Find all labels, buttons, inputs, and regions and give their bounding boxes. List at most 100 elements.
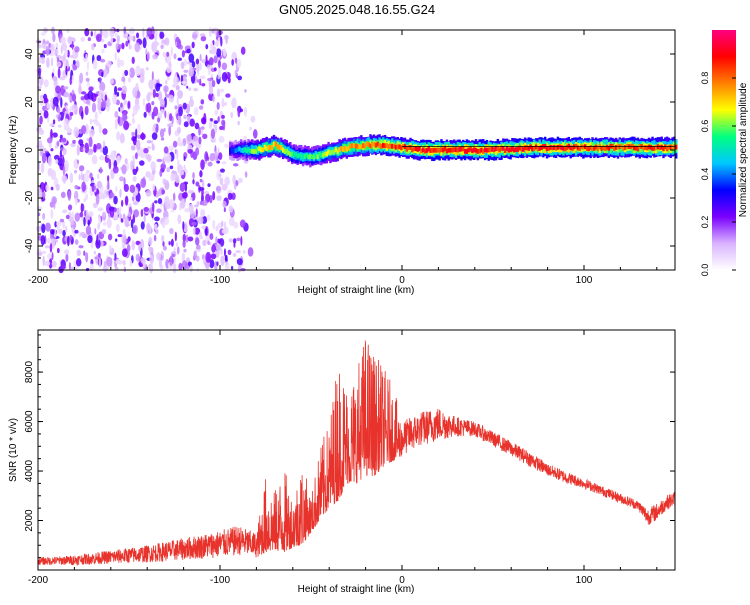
spectrogram-noise-cell — [156, 208, 162, 214]
spectrogram-noise-cell — [146, 27, 153, 38]
spectrogram-noise-cell — [52, 132, 58, 138]
spectrogram-noise-cell — [224, 101, 227, 106]
spectrogram-noise-cell — [68, 128, 73, 133]
spectrogram-noise-cell — [80, 36, 86, 42]
spectrogram-ridge-cell — [312, 154, 316, 160]
spectrogram-noise-cell — [99, 155, 105, 161]
spectrogram-noise-cell — [98, 89, 104, 100]
spectrogram-noise-cell — [136, 123, 141, 134]
spectrogram-noise-cell — [239, 219, 246, 228]
spectrogram-noise-cell — [195, 147, 200, 156]
spectrogram-ridge-cell — [360, 144, 363, 150]
spectrogram-noise-cell — [127, 211, 131, 218]
spectrogram-noise-cell — [48, 43, 51, 48]
spectrogram-noise-cell — [132, 224, 138, 235]
spectrogram-noise-cell — [123, 183, 129, 193]
spectrogram-noise-cell — [216, 160, 221, 164]
spectrogram-noise-cell — [158, 91, 163, 102]
spectrogram-noise-cell — [56, 221, 62, 227]
spectrogram-noise-cell — [115, 223, 120, 233]
spectrogram-noise-cell — [87, 37, 92, 42]
spectrogram-ridge-cell — [387, 144, 390, 149]
spectrogram-ridge-cell — [472, 147, 476, 153]
spectrogram-noise-cell — [74, 229, 79, 234]
spectrogram-noise-cell — [170, 173, 176, 182]
spectrogram-noise-cell — [65, 104, 68, 110]
spectrogram-noise-cell — [188, 53, 195, 63]
spectrogram-noise-cell — [192, 135, 199, 142]
spectrogram-noise-cell — [128, 27, 135, 35]
spectrogram-ridge-cell — [483, 147, 487, 153]
spectrogram-ridge-cell — [389, 143, 392, 149]
spectrogram-noise-cell — [160, 108, 164, 115]
spectrogram-noise-cell — [182, 240, 186, 248]
spectrogram-noise-cell — [201, 180, 205, 188]
spectrogram-noise-cell — [216, 169, 222, 181]
spectrogram-noise-cell — [132, 175, 137, 182]
spectrogram-noise-cell — [147, 51, 150, 61]
spectrogram-noise-cell — [71, 104, 78, 111]
spectrogram-ridge-cell — [372, 141, 376, 147]
spectrogram-noise-cell — [43, 79, 49, 88]
snr-frame — [37, 329, 676, 571]
spectrogram-noise-cell — [188, 203, 194, 214]
spectrogram-noise-cell — [87, 235, 93, 244]
spectrogram-noise-cell — [80, 96, 85, 101]
spectrogram-noise-cell — [210, 253, 217, 260]
spectrogram-noise-cell — [189, 96, 193, 100]
spectrogram-ridge-cell — [507, 147, 510, 153]
spectrogram-noise-cell — [57, 67, 61, 79]
spectrogram-noise-cell — [98, 192, 105, 200]
spectrogram-noise-cell — [97, 252, 101, 258]
spectrogram-noise-cell — [233, 241, 236, 248]
spectrogram-noise-cell — [41, 223, 46, 234]
spectrogram-noise-cell — [154, 29, 158, 37]
spectrogram-ridge-cell — [525, 145, 529, 151]
spectrogram-noise-cell — [131, 136, 136, 142]
spectrogram-noise-cell — [85, 215, 90, 221]
spectrogram-noise-cell — [209, 242, 212, 246]
spectrogram-noise-cell — [187, 236, 194, 242]
spectrogram-noise-cell — [62, 220, 66, 229]
snr-panel: -200 -100 0 100 2000 4000 6000 8000 Height of … — [8, 329, 676, 595]
spectrogram-noise-cell — [88, 86, 94, 92]
spectrogram-noise-cell — [188, 67, 195, 77]
spectrogram-noise-cell — [188, 87, 192, 91]
spectrogram-ridge-cell — [554, 145, 558, 151]
spectrogram-noise-cell — [129, 160, 134, 171]
spectrogram-noise-cell — [102, 145, 109, 156]
spectrogram-ridge-cell — [260, 147, 263, 153]
spectrogram-ridge-cell — [534, 144, 538, 150]
spectrogram-noise-cell — [135, 65, 141, 77]
spectrogram-noise-cell — [145, 171, 151, 178]
spectrogram-noise-cell — [104, 94, 108, 101]
spectrogram-noise-cell — [86, 138, 90, 142]
spectrogram-noise-cell — [201, 200, 208, 206]
spectrogram-noise-cell — [164, 196, 170, 207]
spectrogram-noise-cell — [165, 153, 172, 164]
spectrogram-ridge-cell — [513, 147, 516, 153]
spectrogram-noise-cell — [177, 116, 181, 120]
spectrogram-ridge-cell — [278, 145, 281, 150]
spectrogram-noise-cell — [146, 140, 152, 144]
spectrogram-x-ticks: -200 -100 0 100 — [28, 30, 658, 286]
spectrogram-noise-cell — [61, 209, 68, 214]
spectrogram-noise-cell — [95, 33, 102, 42]
colorbar-label: Normalized spectral amplitude — [738, 82, 749, 217]
spectrogram-noise-cell — [51, 260, 57, 268]
spectrogram-noise-cell — [198, 136, 202, 145]
spectrogram-noise-cell — [200, 99, 205, 105]
spectrogram-ridge-cell — [318, 152, 321, 162]
spectrogram-ridge-cell — [332, 149, 336, 155]
spectrogram-noise-cell — [134, 103, 141, 111]
spectrogram-ridge-cell — [538, 145, 541, 151]
spectrogram-ridge-cell — [558, 144, 561, 150]
spectrogram-ridge-cell — [391, 143, 394, 149]
spectrogram-ridge-cell — [232, 148, 236, 154]
spectrogram-noise-cell — [223, 248, 226, 257]
spectrogram-ridge-cell — [671, 145, 674, 150]
spectrogram-noise-cell — [51, 196, 57, 205]
spectrogram-noise-cell — [54, 221, 58, 228]
spectrogram-noise-cell — [89, 172, 93, 179]
